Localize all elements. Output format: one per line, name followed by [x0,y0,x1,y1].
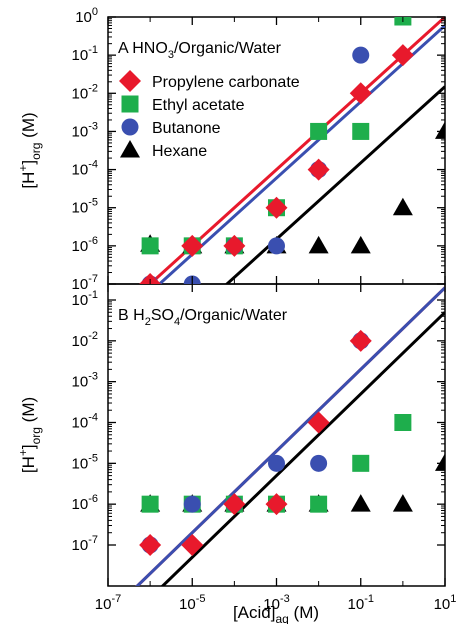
y-tick-label: 10-1 [72,44,98,64]
point-B-hexane [392,494,413,512]
y-tick-label: 10-4 [72,412,98,432]
point-A-hexane [308,235,329,254]
point-A-hexane [392,197,413,216]
point-A-propylene-carbonate [223,234,246,257]
point-A-propylene-carbonate [307,158,330,181]
point-B-ethyl-acetate [141,495,159,513]
legend-marker-ethyl-acetate [121,95,139,113]
point-B-ethyl-acetate [310,495,328,513]
point-A-ethyl-acetate [352,122,370,140]
point-B-propylene-carbonate [307,411,330,434]
point-A-butanone [268,237,285,255]
point-B-propylene-carbonate [181,534,204,556]
y-axis-title: [H+]org (M) [16,112,43,188]
y-tick-label: 10-5 [72,197,98,217]
fit-line-A-2 [157,24,445,284]
y-tick-label: 10-6 [72,235,98,255]
fit-line-A-1 [147,17,445,284]
point-B-ethyl-acetate [394,414,412,431]
y-tick-label: 10-1 [72,289,98,309]
y-tick-label: 10-2 [72,82,98,102]
point-A-ethyl-acetate [310,122,328,140]
panel-title-A: A HNO3/Organic/Water [118,40,282,61]
y-tick-label: 10-2 [72,330,98,350]
point-B-ethyl-acetate [352,454,370,472]
legend-label-hexane: Hexane [152,143,207,160]
point-A-propylene-carbonate [181,234,204,257]
y-tick-label: 10-4 [72,159,98,179]
point-B-propylene-carbonate [223,493,246,516]
x-tick-label: 10-1 [348,593,374,613]
point-B-butanone [183,495,201,513]
point-A-hexane [350,235,371,254]
x-tick-label: 10-7 [95,593,121,613]
axis-ticks [107,16,446,586]
point-B-hexane [350,494,371,512]
y-tick-label: 10-7 [72,273,98,293]
point-A-propylene-carbonate [265,196,288,219]
legend-marker-butanone [121,118,139,136]
x-tick-label: 101 [434,593,457,613]
fit-line-B-2 [135,286,445,586]
y-tick-label: 10-7 [72,534,98,554]
data-markers [139,17,445,556]
point-B-propylene-carbonate [349,329,372,352]
point-B-butanone [268,454,285,472]
y-tick-label: 10-3 [72,371,98,391]
y-axis-title: [H+]org (M) [16,397,43,473]
legend-marker-propylene-carbonate [119,70,141,92]
legend-label-butanone: Butanone [152,120,221,137]
legend-label-ethyl-acetate: Ethyl acetate [152,97,245,114]
x-axis-title: [Acid]aq (M) [233,603,319,624]
axis-labels: 10-7 10-6 10-5 10-4 10-3 10-2 10-1 100 [H+]org (… [16,6,456,624]
point-A-hexane [435,121,445,139]
point-A-propylene-carbonate [139,273,162,284]
point-A-butanone [352,46,370,64]
panel-frame-B [107,283,446,587]
legend-label-propylene-carbonate: Propylene carbonate [152,74,300,91]
y-tick-label: 10-6 [72,493,98,513]
point-B-butanone [310,454,328,472]
x-tick-label: 10-5 [179,593,205,613]
point-A-ethyl-acetate [141,237,159,255]
point-B-propylene-carbonate [265,493,288,516]
y-tick-label: 100 [75,6,98,26]
point-A-propylene-carbonate [391,44,414,67]
x-tick-label: 10-3 [263,593,289,613]
legend: Propylene carbonate Ethyl acetate Butanone… [119,70,300,160]
legend-marker-hexane [120,140,140,158]
point-B-hexane [435,453,445,471]
point-B-propylene-carbonate [139,534,162,556]
fit-line-B-3 [160,311,445,586]
fit-lines [135,17,445,586]
y-tick-label: 10-3 [72,120,98,140]
y-tick-label: 10-5 [72,452,98,472]
point-A-propylene-carbonate [349,82,372,105]
panel-title-B: B H2SO4/Organic/Water [118,307,288,328]
